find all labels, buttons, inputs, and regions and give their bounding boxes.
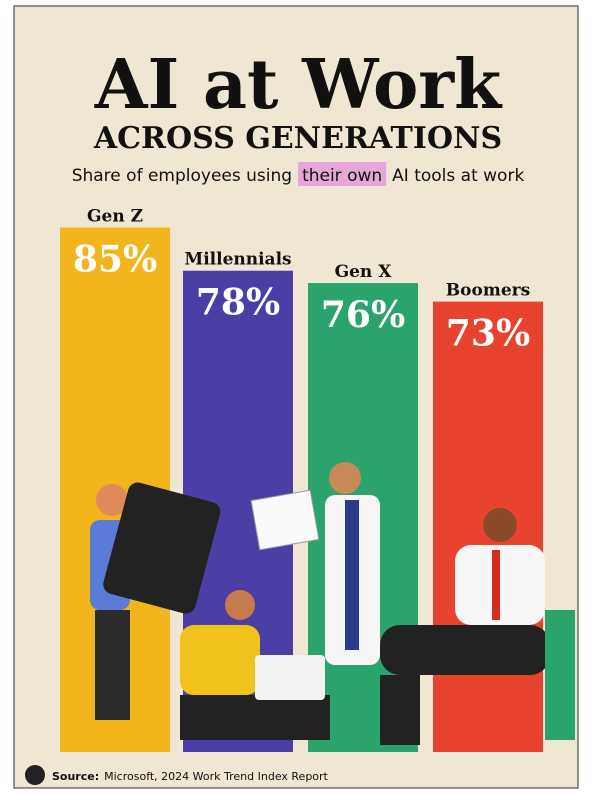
description: Share of employees using their own AI to… bbox=[72, 162, 524, 186]
category-label: Boomers bbox=[446, 281, 530, 301]
category-label: Gen Z bbox=[87, 207, 143, 227]
description-text: AI tools at work bbox=[392, 166, 524, 186]
value-label: 76% bbox=[321, 294, 405, 336]
value-label: 85% bbox=[73, 239, 157, 281]
value-label: 78% bbox=[196, 282, 280, 324]
highlight bbox=[298, 162, 387, 186]
description-text: Share of employees using bbox=[72, 166, 292, 186]
chart-subtitle: ACROSS GENERATIONS bbox=[93, 121, 502, 156]
category-label: Millennials bbox=[184, 250, 291, 270]
source-label: Source: bbox=[52, 770, 99, 783]
category-label: Gen X bbox=[335, 262, 393, 282]
description-highlight: their own bbox=[302, 166, 382, 186]
value-label: 73% bbox=[446, 313, 530, 355]
logo bbox=[25, 765, 45, 785]
chart-title: AI at Work bbox=[94, 45, 503, 125]
source: Microsoft, 2024 Work Trend Index Report bbox=[104, 770, 328, 783]
illustration bbox=[90, 462, 575, 745]
